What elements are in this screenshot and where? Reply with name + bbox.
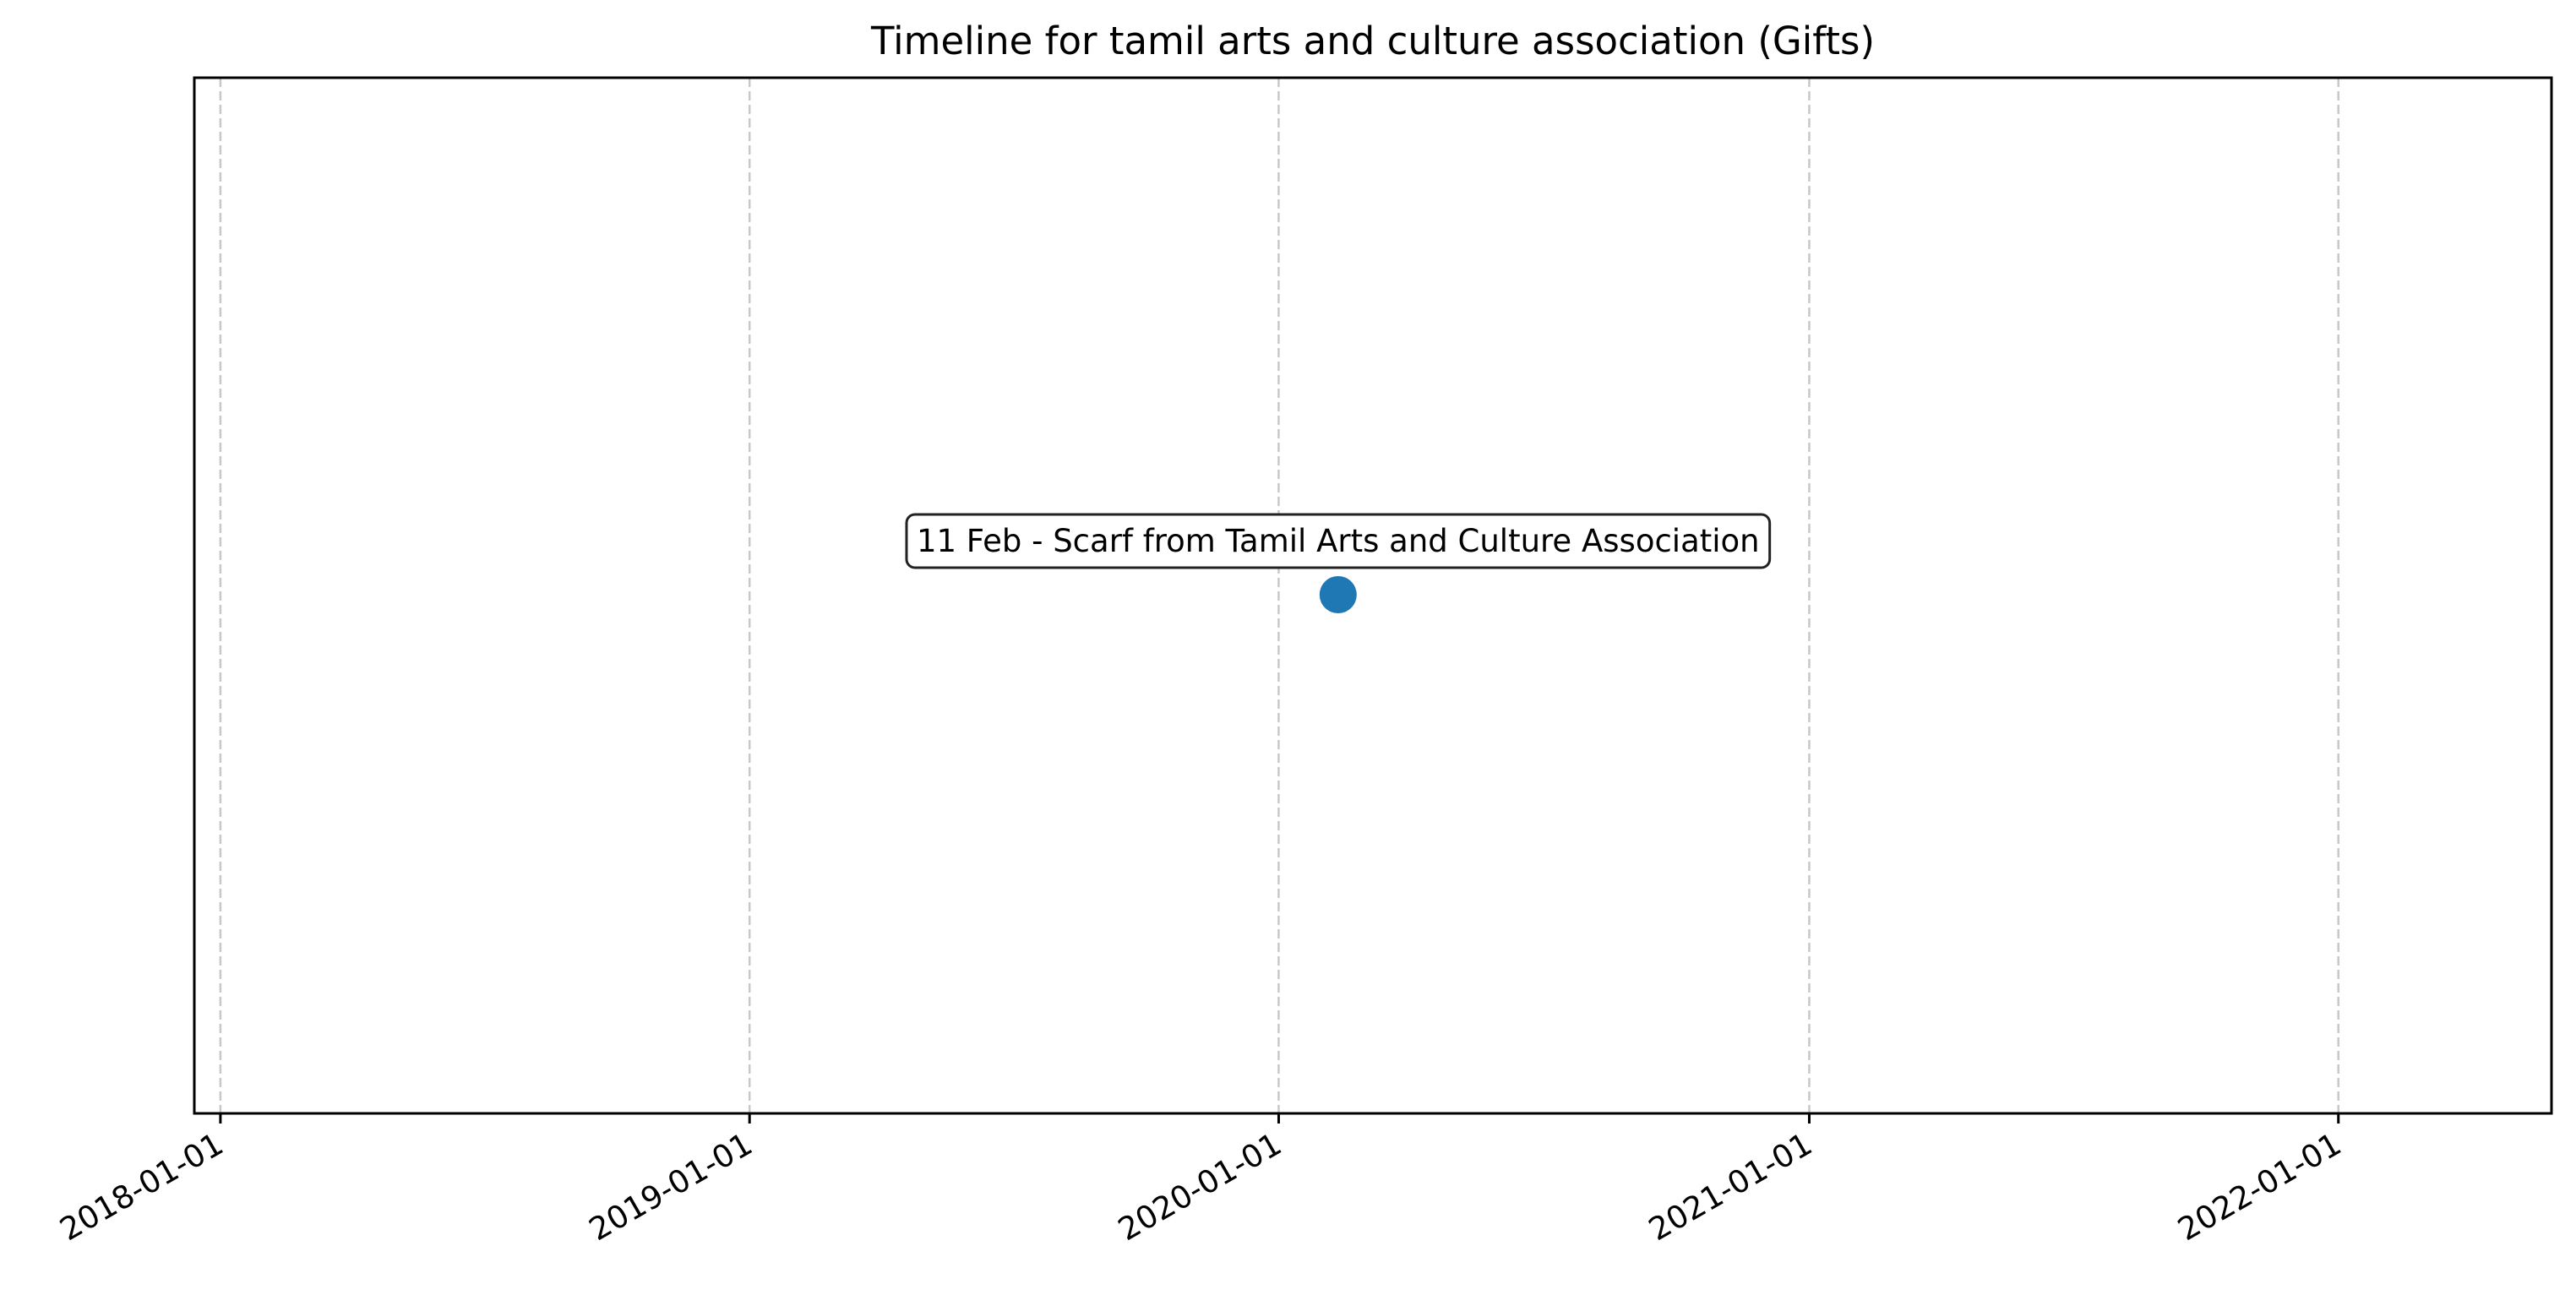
- event-label-text: 11 Feb - Scarf from Tamil Arts and Cultu…: [917, 523, 1760, 559]
- data-points: 11 Feb - Scarf from Tamil Arts and Cultu…: [905, 513, 1772, 613]
- plot-area-frame: [193, 76, 2553, 1115]
- event-label: 11 Feb - Scarf from Tamil Arts and Cultu…: [905, 513, 1772, 569]
- event-label-box: [905, 513, 1772, 569]
- event-point: [1319, 576, 1357, 613]
- gridlines: [219, 78, 2340, 1113]
- chart-title: Timeline for tamil arts and culture asso…: [870, 19, 1875, 63]
